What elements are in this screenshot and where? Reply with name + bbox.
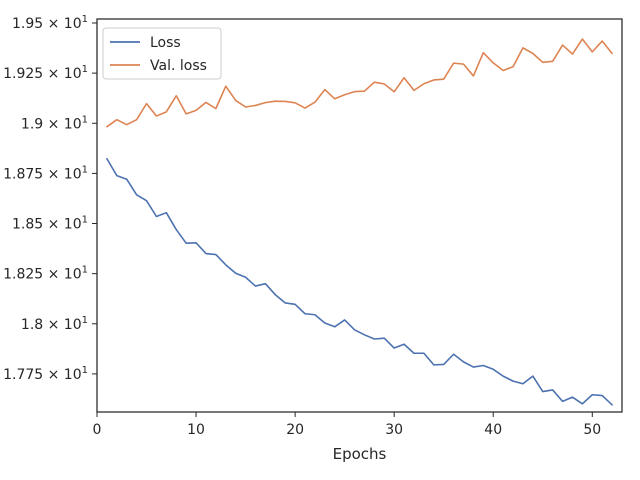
series-line-val-loss xyxy=(106,38,613,128)
legend-label: Val. loss xyxy=(150,58,207,74)
y-tick-label: 1.825 × 101 xyxy=(3,265,88,283)
y-tick-label: 1.9 × 101 xyxy=(21,114,88,132)
y-tick-label: 1.85 × 101 xyxy=(12,215,88,233)
x-axis-title: Epochs xyxy=(333,445,387,463)
legend-label: Loss xyxy=(150,35,181,51)
y-tick-label: 1.775 × 101 xyxy=(3,365,88,383)
x-tick-label: 30 xyxy=(385,422,403,438)
x-tick-label: 0 xyxy=(93,422,102,438)
legend: Loss Val. loss xyxy=(102,27,222,80)
series-line-loss xyxy=(106,157,613,406)
x-tick-label: 20 xyxy=(286,422,304,438)
y-tick-label: 1.875 × 101 xyxy=(3,164,88,182)
x-tick-label: 50 xyxy=(583,422,601,438)
y-axis-ticks: 1.775 × 101 1.8 × 101 1.825 × 101 1.85 × 10… xyxy=(3,14,97,383)
y-tick-label: 1.95 × 101 xyxy=(12,14,88,32)
y-tick-label: 1.8 × 101 xyxy=(21,315,88,333)
axes-frame xyxy=(96,18,623,413)
x-axis-ticks: 0 10 20 30 40 50 xyxy=(93,412,601,438)
legend-box xyxy=(102,27,222,80)
x-tick-label: 40 xyxy=(484,422,502,438)
plot-area xyxy=(106,38,613,406)
x-tick-label: 10 xyxy=(187,422,205,438)
y-tick-label: 1.925 × 101 xyxy=(3,64,88,82)
